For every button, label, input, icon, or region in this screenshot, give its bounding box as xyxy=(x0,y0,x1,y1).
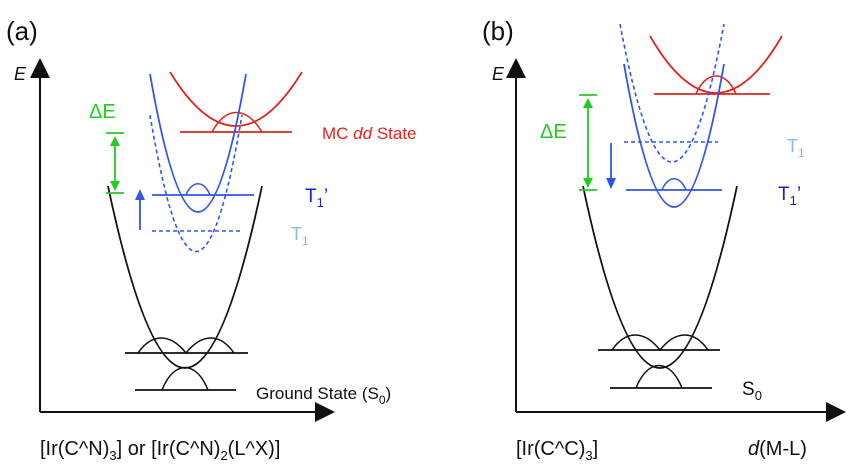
panel-b-t1-prime-curve xyxy=(623,63,725,208)
panel-a: (a) E Ground State (S0) MC dd State T1’ … xyxy=(6,16,417,463)
panel-b-s0-label: S0 xyxy=(742,379,762,403)
panel-b-mc-dd-curve xyxy=(649,35,783,94)
panel-b-delta-e-arrowhead-down xyxy=(583,178,593,188)
panel-a-label: (a) xyxy=(6,16,38,46)
panel-b-ground-wavefunction-lower xyxy=(635,364,683,389)
panel-b-ground-wavefunction-upper xyxy=(611,334,709,352)
panel-b-x-axis-label: d(M-L) xyxy=(748,438,807,460)
panel-a-delta-e-label: ΔE xyxy=(89,101,116,123)
panel-a-delta-e-arrowhead-up xyxy=(110,136,120,146)
panel-b-energy-axis-label: E xyxy=(492,64,505,84)
panel-a-t1-shift-arrowhead xyxy=(135,189,145,200)
panel-a-mc-dd-curve xyxy=(169,71,303,127)
panel-a-ground-state-label: Ground State (S0) xyxy=(256,384,391,407)
panel-b-t1-curve xyxy=(619,23,725,163)
panel-a-t1-prime-label: T1’ xyxy=(305,186,328,210)
panel-b-ground-state-curve xyxy=(582,185,738,369)
panel-b-t1-prime-wavefunction xyxy=(661,178,687,191)
panel-b-delta-e-arrowhead-up xyxy=(583,98,593,108)
panel-a-mc-dd-wavefunction xyxy=(211,111,263,133)
panel-a-ground-state-curve xyxy=(107,185,263,369)
panel-a-ground-wavefunction-upper xyxy=(137,337,235,355)
panel-a-ground-wavefunction-lower xyxy=(161,366,209,391)
panel-a-t1-curve xyxy=(149,114,243,253)
panel-b-caption: [Ir(C^C)3] xyxy=(516,438,598,463)
panel-a-mc-dd-label: MC dd State xyxy=(322,124,417,143)
panel-a-t1-prime-curve xyxy=(149,73,247,213)
panel-b-mc-dd-wavefunction xyxy=(695,75,737,95)
panel-a-caption: [Ir(C^N)3] or [Ir(C^N)2(L^X)] xyxy=(40,438,280,463)
panel-a-t1-prime-wavefunction xyxy=(185,183,211,196)
panel-b: (b) E S0 T1 T1’ ΔE xyxy=(482,16,846,463)
panel-b-t1-shift-arrowhead xyxy=(606,178,616,189)
panel-b-delta-e-label: ΔE xyxy=(540,121,567,143)
panel-b-t1-label: T1 xyxy=(787,136,805,160)
panel-a-energy-axis-label: E xyxy=(14,64,27,84)
panel-b-label: (b) xyxy=(482,16,514,46)
panel-a-t1-label: T1 xyxy=(291,224,309,248)
panel-a-delta-e-arrowhead-down xyxy=(110,181,120,191)
panel-b-t1-prime-label: T1’ xyxy=(778,184,801,208)
